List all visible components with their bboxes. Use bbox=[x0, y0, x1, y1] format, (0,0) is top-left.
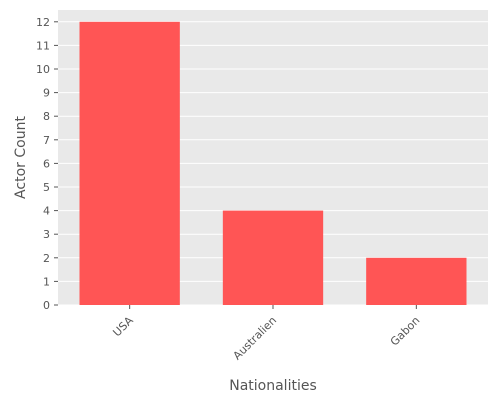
bar-gabon bbox=[366, 257, 467, 305]
x-tick-label: Australien bbox=[231, 314, 280, 363]
y-tick-label: 2 bbox=[43, 252, 50, 265]
y-tick-label: 1 bbox=[43, 275, 50, 288]
y-tick-label: 6 bbox=[43, 157, 50, 170]
y-tick-label: 4 bbox=[43, 205, 50, 218]
y-tick-label: 10 bbox=[36, 63, 50, 76]
bars bbox=[79, 21, 467, 306]
x-tick-label: Gabon bbox=[388, 314, 423, 349]
x-axis-label: Nationalities bbox=[229, 378, 317, 394]
y-tick-label: 7 bbox=[43, 134, 50, 147]
y-tick-label: 5 bbox=[43, 181, 50, 194]
x-tick-label: USA bbox=[110, 314, 136, 340]
y-tick-label: 0 bbox=[43, 299, 50, 312]
y-tick-label: 11 bbox=[36, 39, 50, 52]
bar-usa bbox=[79, 21, 180, 306]
bar-australien bbox=[222, 210, 324, 305]
y-tick-label: 3 bbox=[43, 228, 50, 241]
y-tick-label: 12 bbox=[36, 16, 50, 29]
x-axis-ticks: USA Australien Gabon bbox=[110, 305, 422, 362]
y-tick-label: 9 bbox=[43, 87, 50, 100]
y-axis-label: Actor Count bbox=[13, 116, 29, 199]
y-tick-label: 8 bbox=[43, 110, 50, 123]
